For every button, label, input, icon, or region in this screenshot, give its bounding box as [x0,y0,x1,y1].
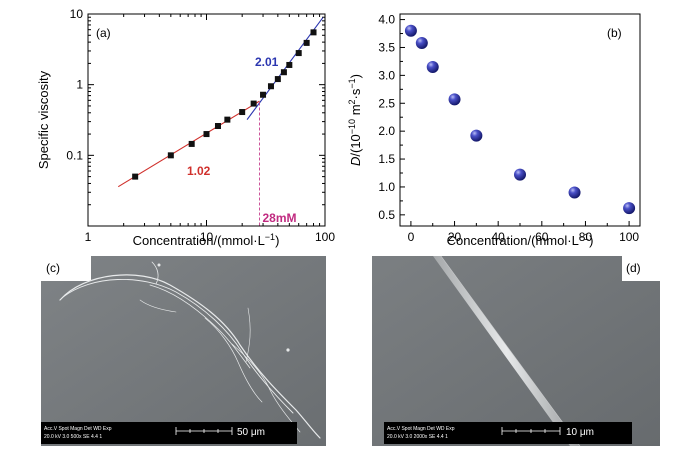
panel-d-sem-micrograph: (d) Acc.V Spot Magn Det WD Exp 20.0 kV 3… [372,255,660,447]
panel-a-slope-label-high: 2.01 [255,55,279,69]
panel-a-data-point [224,116,231,123]
panel-b-x-tick-label: 60 [535,230,549,244]
panel-a-data-point [239,109,246,116]
panel-b-data-point [514,168,526,181]
panel-b-x-tick-label: 100 [619,230,639,244]
panel-b-y-axis-label: D/(10−10 m2·s−1) [347,74,363,166]
panel-b-data-point [470,129,483,142]
panel-d-image-area [372,256,660,446]
panel-b-y-tick-label: 3.0 [378,68,395,82]
panel-b-data-point [415,37,428,50]
panel-c-info-header: Acc.V Spot Magn Det WD Exp [44,426,112,432]
panel-b-diffusion-chart: (b) 0 20 40 60 80 100 0.5 1.0 1.5 2.0 2.5 3.0 3.5 4.0… [347,13,641,248]
panel-c-sem-micrograph: (c) Acc.V Spot Magn Det WD Exp 20.0 kV 3… [41,256,326,446]
panel-d-fiber-edge [440,255,581,447]
panel-b-x-tick-label: 20 [448,230,462,244]
panel-b-plot-frame [399,13,641,227]
panel-b-data-point [448,93,461,106]
panel-a-y-tick-label: 1 [76,78,83,92]
panel-a-viscosity-chart: (a) 1 10 100 0.1 1 10 1.02 2.01 28mM Specific v… [36,7,335,248]
panel-a-data-point [260,91,267,98]
panel-b-x-tick-label: 0 [408,230,415,244]
panel-c-label-box [41,256,91,281]
panel-b-y-tick-label: 1.0 [378,180,395,194]
panel-d-label-box [622,256,660,281]
panel-b-x-tick-label: 40 [492,230,506,244]
panel-c-info-bar [41,422,297,444]
panel-a-x-tick-label: 100 [315,230,335,244]
panel-b-data-point [404,24,417,37]
panel-a-data-point [280,69,287,76]
panel-b-label: (b) [607,26,622,40]
panel-b-y-tick-label: 0.5 [378,208,395,222]
panel-c-label: (c) [46,261,60,275]
panel-a-x-tick-label: 10 [200,230,214,244]
panel-c-particle [157,263,161,267]
panel-a-plot-frame [87,13,326,227]
panel-a-x-tick-label: 1 [85,230,92,244]
panel-a-slope-label-low: 1.02 [187,164,211,178]
panel-a-y-axis-label: Specific viscosity [36,70,51,169]
panel-b-y-tick-label: 2.5 [378,96,395,110]
panel-a-label: (a) [96,26,111,40]
panel-a-data-point [250,100,257,107]
panel-b-y-tick-label: 4.0 [378,13,395,27]
panel-a-data-point [310,29,317,36]
panel-d-label: (d) [626,261,641,275]
panel-b-data-point [623,202,636,215]
panel-c-scale-label: 50 μm [237,427,265,438]
panel-a-data-point [188,140,195,147]
panel-d-nanofiber [433,256,580,446]
panel-a-y-tick-label: 0.1 [66,148,83,162]
panel-a-data-point [203,131,210,138]
panel-a-y-tick-label: 10 [70,7,84,21]
panel-b-data-point [568,186,581,199]
panel-a-data-point [214,123,221,130]
panel-d-scale-bar [501,427,561,435]
panel-c-image-area [41,256,326,446]
panel-b-y-tick-label: 2.0 [378,124,395,138]
panel-c-scale-bar [175,427,233,435]
panel-a-x-axis-label: Concentration/(mmol·L−1) [133,232,280,248]
panel-b-x-tick-label: 80 [579,230,593,244]
panel-d-info-header: Acc.V Spot Magn Det WD Exp [387,426,455,432]
panel-a-data-point [286,61,293,68]
panel-b-y-tick-label: 1.5 [378,152,395,166]
panel-c-nanofiber-strands [59,261,321,439]
panel-b-data-point [426,61,439,73]
panel-a-critical-label: 28mM [262,211,296,225]
panel-a-data-point [132,173,139,180]
panel-a-data-point [295,50,302,57]
panel-a-data-point [274,76,281,83]
panel-a-data-point [167,152,174,159]
panel-a-data-point [303,39,310,46]
panel-d-scale-label: 10 μm [566,427,594,438]
panel-a-data-point [267,83,274,90]
panel-d-info-bar [384,422,632,444]
panel-c-info-values: 20.0 kV 3.0 500x SE 4.4 1 [44,434,102,440]
panel-c-particle [286,348,290,352]
panel-d-info-values: 20.0 kV 3.0 2000x SE 4.4 1 [387,434,448,440]
panel-b-x-axis-label: Concentration/(mmol·L−1) [447,232,594,248]
panel-b-y-tick-label: 3.5 [378,40,395,54]
